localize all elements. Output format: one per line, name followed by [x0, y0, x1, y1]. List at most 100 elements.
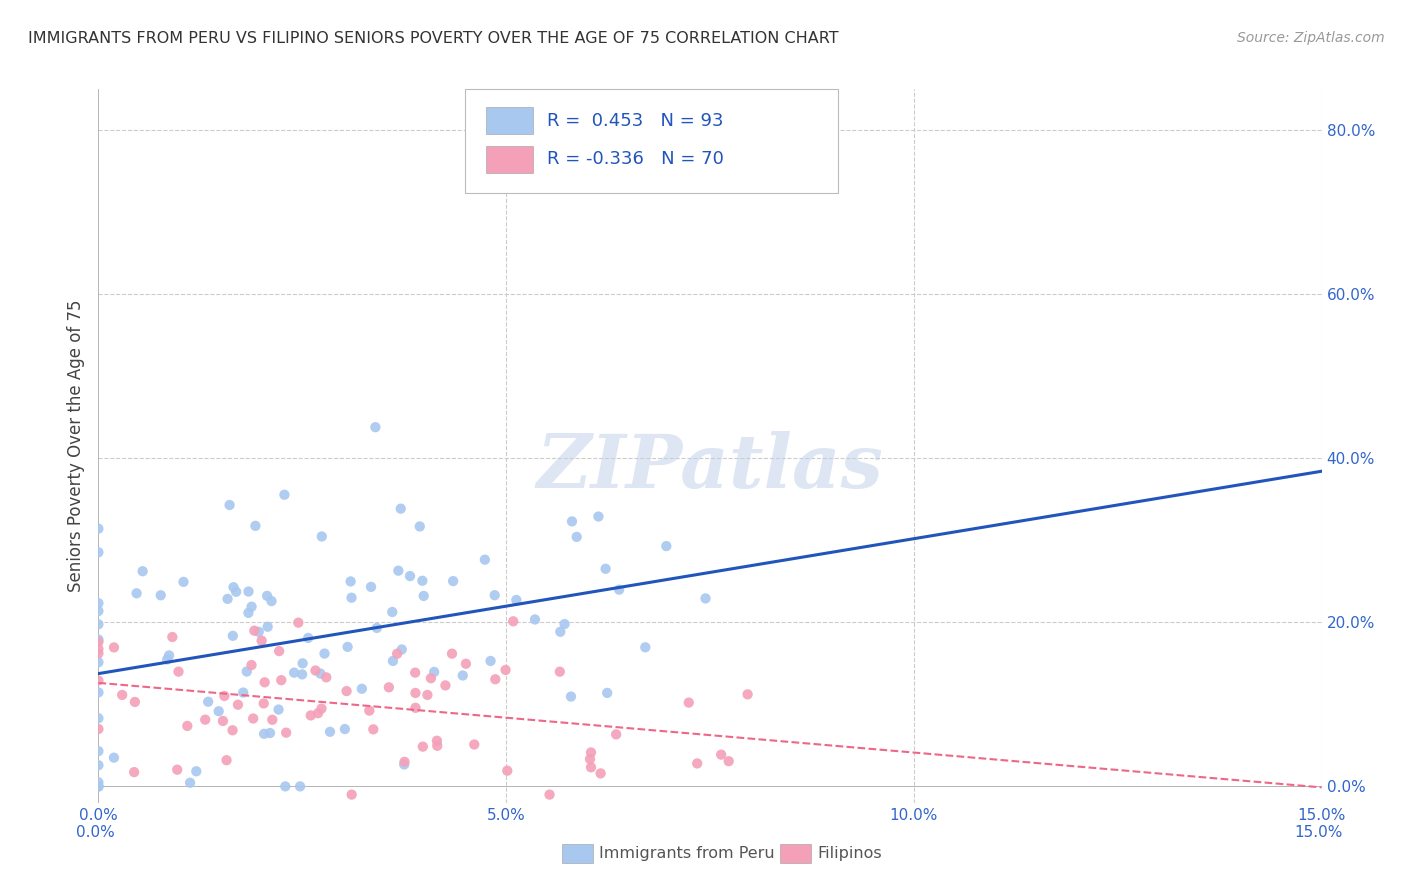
- Point: [87, 655, 110, 669]
- Point: [404, 665, 426, 680]
- Point: [335, 684, 357, 698]
- Point: [87, 635, 110, 649]
- Point: [222, 629, 245, 643]
- Point: [378, 681, 401, 695]
- Point: [87, 642, 110, 657]
- Point: [710, 747, 733, 762]
- FancyBboxPatch shape: [465, 89, 838, 193]
- Point: [173, 574, 195, 589]
- Point: [270, 673, 292, 688]
- Point: [194, 713, 217, 727]
- Text: Filipinos: Filipinos: [817, 847, 882, 861]
- Point: [125, 586, 148, 600]
- Point: [607, 582, 630, 597]
- Point: [311, 529, 333, 543]
- Point: [87, 604, 110, 618]
- Point: [87, 596, 110, 610]
- Point: [416, 688, 439, 702]
- Point: [245, 519, 267, 533]
- Point: [240, 599, 263, 614]
- Point: [87, 722, 110, 736]
- Point: [655, 539, 678, 553]
- Point: [131, 564, 153, 578]
- Point: [253, 675, 276, 690]
- Point: [412, 739, 434, 754]
- Point: [256, 620, 278, 634]
- Point: [307, 706, 329, 721]
- Point: [253, 727, 276, 741]
- Point: [238, 606, 260, 620]
- Point: [124, 695, 146, 709]
- Point: [560, 690, 582, 704]
- Point: [502, 615, 524, 629]
- Point: [484, 673, 506, 687]
- Point: [87, 775, 110, 789]
- Point: [595, 562, 617, 576]
- Point: [409, 519, 432, 533]
- Point: [678, 696, 700, 710]
- Point: [87, 617, 110, 632]
- FancyBboxPatch shape: [486, 107, 533, 134]
- Point: [523, 612, 546, 626]
- Point: [297, 631, 319, 645]
- Point: [589, 766, 612, 780]
- Point: [405, 701, 427, 715]
- Point: [505, 593, 527, 607]
- Point: [381, 654, 404, 668]
- Point: [588, 509, 610, 524]
- Point: [605, 727, 627, 741]
- Point: [391, 642, 413, 657]
- Point: [717, 754, 740, 768]
- Point: [176, 719, 198, 733]
- Point: [550, 624, 572, 639]
- Point: [309, 666, 332, 681]
- Point: [411, 574, 433, 588]
- Point: [87, 711, 110, 725]
- Point: [267, 702, 290, 716]
- Text: IMMIGRANTS FROM PERU VS FILIPINO SENIORS POVERTY OVER THE AGE OF 75 CORRELATION : IMMIGRANTS FROM PERU VS FILIPINO SENIORS…: [28, 31, 839, 46]
- Text: ZIPatlas: ZIPatlas: [537, 431, 883, 504]
- Point: [579, 760, 602, 774]
- Point: [454, 657, 477, 671]
- Point: [315, 670, 337, 684]
- Y-axis label: Seniors Poverty Over the Age of 75: Seniors Poverty Over the Age of 75: [67, 300, 86, 592]
- Point: [197, 695, 219, 709]
- Point: [260, 594, 283, 608]
- Point: [217, 591, 239, 606]
- Point: [103, 640, 125, 655]
- Point: [333, 722, 356, 736]
- Point: [434, 678, 457, 692]
- Point: [87, 780, 110, 794]
- Point: [87, 545, 110, 559]
- Point: [256, 589, 278, 603]
- Point: [565, 530, 588, 544]
- Point: [259, 726, 281, 740]
- Point: [340, 788, 363, 802]
- FancyBboxPatch shape: [486, 145, 533, 173]
- Point: [157, 648, 180, 663]
- Point: [247, 624, 270, 639]
- Point: [474, 552, 496, 566]
- Point: [360, 580, 382, 594]
- Point: [404, 686, 426, 700]
- Point: [548, 665, 571, 679]
- Point: [426, 739, 449, 753]
- Point: [385, 647, 408, 661]
- Point: [262, 713, 284, 727]
- Point: [350, 681, 373, 696]
- Point: [111, 688, 134, 702]
- Point: [232, 685, 254, 699]
- Point: [441, 574, 464, 588]
- Point: [538, 788, 561, 802]
- Point: [463, 738, 485, 752]
- Point: [496, 764, 519, 778]
- Point: [381, 605, 404, 619]
- Point: [686, 756, 709, 771]
- Point: [122, 765, 145, 780]
- Point: [242, 712, 264, 726]
- Point: [269, 644, 291, 658]
- Point: [359, 704, 381, 718]
- Point: [389, 501, 412, 516]
- Point: [186, 764, 208, 779]
- Point: [484, 588, 506, 602]
